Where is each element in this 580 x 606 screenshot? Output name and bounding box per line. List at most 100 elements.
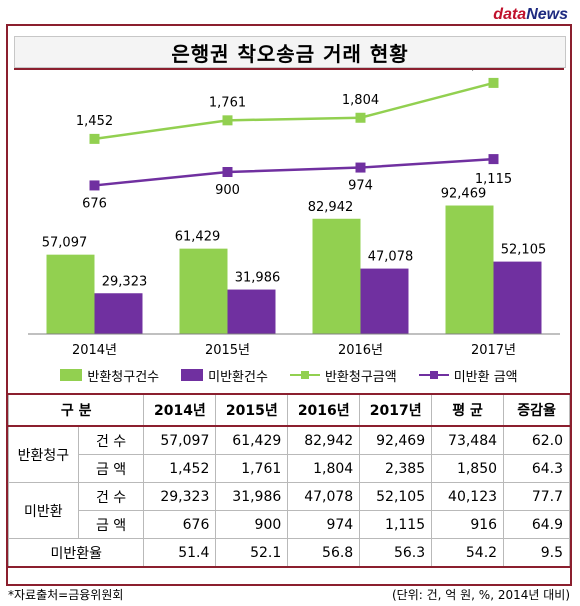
line-marker [488, 77, 499, 88]
bar-value-label: 57,097 [42, 236, 88, 251]
category-label: 2017년 [471, 343, 516, 358]
value-cell: 54.2 [431, 538, 505, 568]
value-cell: 47,078 [287, 482, 361, 511]
line-value-label: 1,804 [342, 93, 379, 108]
header-cell: 증감율 [503, 393, 570, 427]
value-cell: 676 [143, 510, 217, 539]
line-value-label: 1,761 [209, 95, 246, 110]
line-value-label: 1,115 [475, 172, 512, 187]
value-cell: 1,452 [143, 454, 217, 483]
bar [360, 268, 409, 334]
category-label: 2016년 [338, 343, 383, 358]
table-row: 미반환율 51.4 52.1 56.8 56.3 54.2 9.5 [7, 538, 570, 568]
category-label: 2014년 [72, 343, 117, 358]
data-table: 구 분 2014년 2015년 2016년 2017년 평 균 증감율 반환청구… [7, 393, 570, 568]
legend-swatch [289, 369, 320, 381]
bar-value-label: 31,986 [235, 271, 281, 286]
value-cell: 1,761 [215, 454, 289, 483]
bar [312, 218, 361, 334]
series-line [94, 157, 494, 187]
line-marker [355, 162, 366, 173]
outer-frame [6, 24, 572, 586]
value-cell: 82,942 [287, 425, 361, 455]
legend-item-unreturned-amount: 미반환 금액 [418, 366, 518, 385]
header-cell: 평 균 [431, 393, 505, 427]
value-cell: 51.4 [143, 538, 217, 568]
value-cell: 916 [431, 510, 505, 539]
line-value-label: 974 [348, 179, 373, 194]
line-value-label: 676 [82, 196, 107, 211]
line-value-label: 900 [215, 183, 240, 198]
bar [445, 205, 494, 334]
value-cell: 29,323 [143, 482, 217, 511]
value-cell: 73,484 [431, 425, 505, 455]
sub-cell: 건 수 [77, 482, 145, 511]
table-row: 미반환 건 수 29,323 31,986 47,078 52,105 40,1… [8, 482, 570, 539]
sub-cell: 금 액 [77, 454, 145, 483]
bar-value-label: 47,078 [368, 250, 414, 265]
group-cell: 미반환 [8, 482, 79, 539]
sub-cell: 건 수 [77, 425, 145, 455]
value-cell: 64.9 [503, 510, 570, 539]
value-cell: 56.3 [359, 538, 433, 568]
bar [179, 248, 228, 334]
value-cell: 900 [215, 510, 289, 539]
line-value-label: 2,385 [463, 70, 500, 73]
value-cell: 9.5 [503, 538, 570, 568]
table-row: 금 액 676 900 974 1,115 916 64.9 [9, 510, 570, 539]
value-cell: 62.0 [503, 425, 570, 455]
value-cell: 52,105 [359, 482, 433, 511]
header-cell: 구 분 [7, 393, 145, 427]
legend-swatch [181, 369, 204, 381]
value-cell: 64.3 [503, 454, 570, 483]
bar-value-label: 61,429 [175, 230, 221, 245]
line-marker [89, 133, 100, 144]
value-cell: 92,469 [359, 425, 433, 455]
legend-swatch [60, 369, 83, 381]
datanews-logo: dataNews [493, 6, 568, 23]
bar [227, 289, 276, 334]
value-cell: 1,850 [431, 454, 505, 483]
table-header-row: 구 분 2014년 2015년 2016년 2017년 평 균 증감율 [7, 393, 570, 427]
value-cell: 31,986 [215, 482, 289, 511]
group-cell: 미반환율 [7, 538, 145, 568]
bar-value-label: 52,105 [501, 243, 547, 258]
chart-title: 은행권 착오송금 거래 현황 [171, 41, 409, 66]
legend-label: 반환청구건수 [87, 369, 160, 385]
value-cell: 52.1 [215, 538, 289, 568]
legend-swatch [418, 369, 449, 381]
title-box: 은행권 착오송금 거래 현황 [14, 36, 566, 68]
line-marker [222, 167, 233, 177]
legend: 반환청구건수 미반환건수 반환청구금액 미반환 금액 [8, 362, 570, 388]
line-marker [222, 115, 233, 126]
value-cell: 56.8 [287, 538, 361, 568]
value-cell: 40,123 [431, 482, 505, 511]
legend-item-claims-amount: 반환청구금액 [289, 366, 397, 385]
value-cell: 57,097 [143, 425, 217, 455]
table-row: 반환청구 건 수 57,097 61,429 82,942 92,469 73,… [8, 425, 570, 483]
value-cell: 2,385 [359, 454, 433, 483]
bar [493, 261, 542, 334]
unit-note: (단위: 건, 억 원, %, 2014년 대비) [392, 588, 570, 602]
value-cell: 1,115 [359, 510, 433, 539]
header-cell: 2015년 [215, 393, 289, 427]
header-cell: 2014년 [143, 393, 217, 427]
value-cell: 974 [287, 510, 361, 539]
bar-value-label: 29,323 [102, 274, 148, 289]
line-value-label: 1,452 [76, 114, 113, 129]
header-cell: 2017년 [359, 393, 433, 427]
value-cell: 1,804 [287, 454, 361, 483]
legend-item-claims-count: 반환청구건수 [60, 366, 159, 385]
bar [46, 254, 95, 334]
legend-label: 반환청구금액 [324, 369, 397, 385]
table-row: 금 액 1,452 1,761 1,804 2,385 1,850 64.3 [9, 454, 570, 483]
header-cell: 2016년 [287, 393, 361, 427]
line-marker [355, 112, 366, 123]
source-note: *자료출처=금융위원회 [8, 588, 124, 602]
bar [94, 293, 143, 334]
line-marker [488, 154, 499, 165]
bar-value-label: 92,469 [441, 187, 487, 202]
value-cell: 77.7 [503, 482, 570, 511]
series-line [94, 81, 494, 141]
group-cell: 반환청구 [8, 425, 79, 483]
